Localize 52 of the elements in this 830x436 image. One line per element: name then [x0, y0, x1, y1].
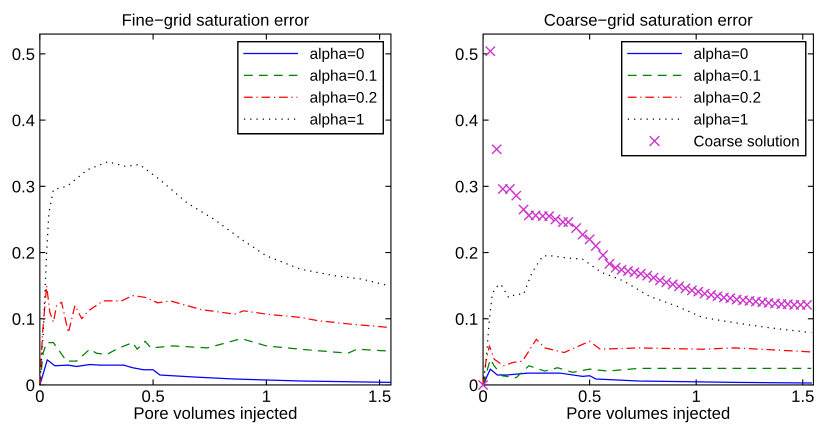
- point: [577, 229, 588, 240]
- x-tick-label: 0.5: [578, 390, 601, 402]
- x-tick-label: 0: [36, 390, 44, 402]
- legend-label: Coarse solution: [694, 135, 799, 147]
- point: [654, 275, 666, 286]
- legend-label: alpha=0.2: [310, 92, 376, 106]
- point: [610, 262, 621, 274]
- point: [584, 234, 595, 245]
- point: [660, 276, 672, 288]
- y-tick-label: 0: [470, 379, 478, 392]
- legend-label: alpha=1: [694, 113, 748, 128]
- legend-label: alpha=0.2: [694, 92, 760, 106]
- point: [491, 144, 502, 155]
- point: [680, 282, 691, 294]
- y-tick-label: 0.4: [456, 114, 478, 126]
- point: [674, 280, 684, 292]
- y-tick-label: 0.2: [456, 246, 478, 259]
- x-tick-label: 1.5: [369, 390, 390, 402]
- point: [570, 222, 582, 234]
- point: [510, 190, 522, 201]
- legend-label: alpha=0: [310, 48, 364, 62]
- point: [484, 46, 496, 57]
- y-tick-label: 0.1: [12, 313, 34, 325]
- point: [518, 204, 529, 215]
- y-tick-label: 0.3: [456, 180, 478, 193]
- legend-label: alpha=0.1: [310, 70, 376, 84]
- y-tick-label: 0.2: [12, 246, 34, 259]
- chart-title: Fine−grid saturation error: [122, 14, 309, 30]
- y-tick-label: 0.3: [12, 180, 34, 193]
- point: [667, 278, 678, 290]
- y-tick-label: 0.5: [456, 48, 478, 60]
- x-tick-label: 0.5: [142, 390, 164, 402]
- point: [598, 250, 608, 261]
- chart-title: Coarse−grid saturation error: [544, 14, 752, 30]
- x-tick-label: 0: [479, 390, 488, 402]
- point: [642, 270, 653, 282]
- x-axis-title: Pore volumes injected: [134, 406, 296, 422]
- point: [562, 216, 574, 228]
- point: [648, 272, 659, 284]
- legend-label: alpha=0.1: [694, 70, 760, 84]
- y-tick-label: 0.1: [456, 313, 478, 325]
- point: [604, 258, 615, 270]
- y-tick-label: 0.4: [12, 114, 34, 126]
- legend-label: alpha=1: [310, 113, 364, 128]
- x-tick-label: 1: [262, 390, 270, 402]
- x-tick-label: 1: [692, 390, 700, 402]
- x-tick-label: 1.5: [792, 390, 814, 402]
- point: [590, 240, 602, 252]
- y-tick-label: 0.5: [12, 48, 34, 60]
- x-axis-title: Pore volumes injected: [568, 406, 730, 422]
- legend-label: alpha=0: [694, 48, 748, 62]
- y-tick-label: 0: [26, 379, 34, 392]
